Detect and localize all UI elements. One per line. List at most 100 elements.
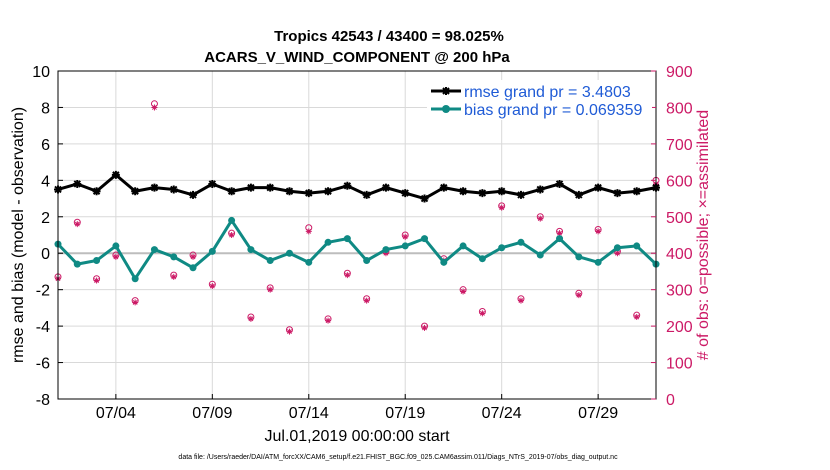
legend-rmse-star xyxy=(442,87,450,95)
bias-point xyxy=(189,264,197,272)
bias-point xyxy=(131,275,139,283)
tick-label-x: 07/04 xyxy=(96,405,136,422)
rmse-point xyxy=(246,183,255,192)
rmse-point xyxy=(189,190,198,199)
obs-assimilated-point xyxy=(595,228,602,235)
bias-point xyxy=(343,235,351,243)
obs-assimilated-point xyxy=(537,215,544,222)
legend-bias-label: bias grand pr = 0.069359 xyxy=(464,102,642,119)
tick-label-x: 07/09 xyxy=(192,405,232,422)
bias-point xyxy=(228,216,236,224)
rmse-point xyxy=(536,185,545,194)
bias-point xyxy=(73,260,81,268)
bias-point xyxy=(170,253,178,261)
obs-assimilated-point xyxy=(305,228,312,235)
obs-assimilated-point xyxy=(112,253,119,260)
bias-point xyxy=(517,238,525,246)
tick-label-left: 0 xyxy=(41,246,50,263)
rmse-point xyxy=(401,189,410,198)
obs-assimilated-point xyxy=(614,250,621,257)
rmse-point xyxy=(285,187,294,196)
tick-label-left: 4 xyxy=(41,173,50,190)
tick-label-right: 100 xyxy=(666,356,693,373)
obs-assimilated-point xyxy=(132,299,139,306)
right-axis-ticks: 900 800 700 600 500 400 300 200 100 0 xyxy=(651,64,693,409)
bias-point xyxy=(575,253,583,261)
rmse-point xyxy=(73,179,82,188)
obs-assimilated-point xyxy=(517,297,524,304)
rmse-point xyxy=(478,189,487,198)
tick-label-left: 2 xyxy=(41,210,50,227)
tick-label-x: 07/14 xyxy=(289,405,329,422)
rmse-point xyxy=(613,189,622,198)
rmse-point xyxy=(111,170,120,179)
obs-assimilated-point xyxy=(402,233,409,240)
bias-point xyxy=(459,242,467,250)
bias-point xyxy=(208,247,216,255)
y-axis-left-label: rmse and bias (model - observation) xyxy=(10,107,27,363)
grid xyxy=(58,70,656,400)
rmse-point xyxy=(516,190,525,199)
bias-point xyxy=(440,258,448,266)
obs-assimilated-point xyxy=(151,104,158,111)
obs-assimilated-point xyxy=(286,328,293,335)
rmse-point xyxy=(459,187,468,196)
bias-point xyxy=(305,258,313,266)
tick-label-right: 300 xyxy=(666,283,693,300)
obs-assimilated-point xyxy=(247,315,254,322)
rmse-point xyxy=(208,179,217,188)
rmse-point xyxy=(131,187,140,196)
obs-assimilated-point xyxy=(556,230,563,237)
bias-point xyxy=(536,251,544,259)
rmse-point xyxy=(324,187,333,196)
tick-label-left: -4 xyxy=(36,319,50,336)
bias-point xyxy=(401,242,409,250)
tick-label-x: 07/29 xyxy=(578,405,618,422)
legend-rmse-marker xyxy=(442,87,450,95)
rmse-point xyxy=(497,187,506,196)
chart-title: Tropics 42543 / 43400 = 98.025% xyxy=(274,28,504,45)
tick-label-left: -6 xyxy=(36,356,50,373)
rmse-point xyxy=(169,185,178,194)
bias-series xyxy=(54,216,660,283)
bias-point xyxy=(93,257,101,265)
tick-label-right: 400 xyxy=(666,246,693,263)
rmse-point xyxy=(439,183,448,192)
obs-assimilated-point xyxy=(228,232,235,238)
rmse-point xyxy=(574,190,583,199)
bias-point xyxy=(594,258,602,266)
plot-frame xyxy=(57,70,657,400)
legend: rmse grand pr = 3.4803 bias grand pr = 0… xyxy=(427,80,652,120)
bias-point xyxy=(421,235,429,243)
obs-assimilated-point xyxy=(363,297,370,304)
legend-rmse-label: rmse grand pr = 3.4803 xyxy=(464,84,631,101)
bias-point xyxy=(112,242,120,250)
x-axis-label: Jul.01,2019 00:00:00 start xyxy=(264,428,450,445)
obs-assimilated-point xyxy=(325,317,332,324)
obs-assimilated-point xyxy=(382,250,389,257)
legend-bias-marker xyxy=(442,105,450,113)
bias-point xyxy=(478,255,486,263)
legend-box xyxy=(427,80,652,120)
rmse-point xyxy=(594,183,603,192)
bias-point xyxy=(613,244,621,252)
obs-assimilated-point xyxy=(479,310,486,317)
tick-label-right: 900 xyxy=(666,64,693,81)
obs-assimilated-point xyxy=(170,273,177,280)
rmse-series xyxy=(54,170,660,203)
tick-label-right: 800 xyxy=(666,100,693,117)
bias-point xyxy=(266,257,274,265)
bias-point xyxy=(556,235,564,243)
bias-point xyxy=(150,246,158,254)
footnote: data file: /Users/raeder/DAI/ATM_forcXX/… xyxy=(178,454,618,461)
bias-point xyxy=(498,244,506,252)
tick-label-right: 0 xyxy=(666,392,675,409)
tick-label-x: 07/24 xyxy=(482,405,522,422)
obs-assimilated-point xyxy=(421,324,428,331)
rmse-line xyxy=(57,173,657,201)
bias-line xyxy=(56,218,658,281)
tick-label-left: 10 xyxy=(32,64,50,81)
left-axis-ticks: 10 8 6 4 2 0 -2 -4 -6 -8 xyxy=(32,64,63,409)
x-axis-ticks: 07/04 07/09 07/14 07/19 07/24 07/29 xyxy=(96,394,618,422)
